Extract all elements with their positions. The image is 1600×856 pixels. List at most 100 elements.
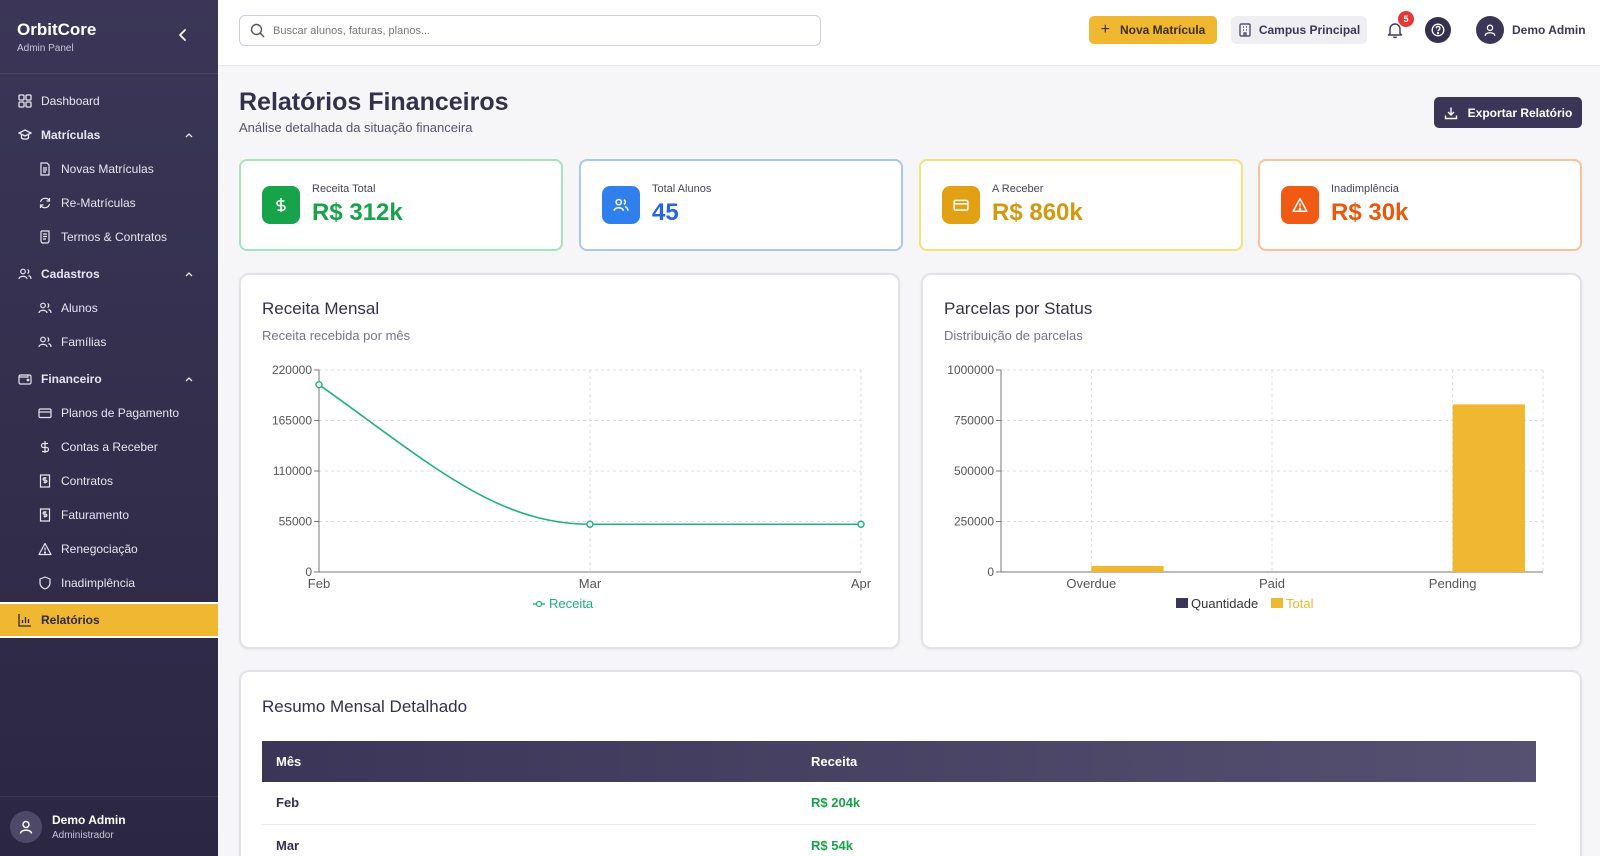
y-tick-label: 165000 bbox=[272, 414, 312, 428]
sidebar-item-label: Renegociação bbox=[61, 542, 138, 556]
table-row: Feb R$ 204k bbox=[262, 782, 1536, 825]
kpi-card-revenue: Receita Total R$ 312k bbox=[239, 159, 563, 251]
kpi-label: A Receber bbox=[992, 183, 1044, 195]
sidebar-item-familias[interactable]: Famílias bbox=[0, 325, 218, 359]
building-icon bbox=[1238, 23, 1259, 37]
status-chart-subtitle: Distribuição de parcelas bbox=[944, 328, 1083, 343]
receipt-icon bbox=[38, 508, 52, 522]
x-tick-label: Apr bbox=[851, 576, 872, 591]
sidebar-item-novas-matriculas[interactable]: Novas Matrículas bbox=[0, 152, 218, 186]
users-icon bbox=[602, 186, 640, 224]
revenue-line-chart: 0 55000 110000 165000 220000 Feb Mar Apr Receita bbox=[272, 363, 872, 611]
kpi-label: Inadimplência bbox=[1331, 183, 1399, 195]
kpi-value: R$ 312k bbox=[312, 199, 403, 226]
alert-triangle-icon bbox=[1281, 186, 1319, 224]
summary-title: Resumo Mensal Detalhado bbox=[262, 697, 468, 716]
search-box[interactable] bbox=[239, 15, 821, 46]
y-tick-label: 1000000 bbox=[947, 363, 994, 377]
bell-icon[interactable] bbox=[1386, 21, 1404, 39]
user-menu-name: Demo Admin bbox=[1512, 23, 1586, 37]
help-icon[interactable] bbox=[1425, 17, 1451, 43]
page-subtitle: Análise detalhada da situação financeira bbox=[239, 120, 473, 135]
sidebar-group-financeiro[interactable]: Financeiro bbox=[0, 362, 218, 396]
brand-subtitle: Admin Panel bbox=[17, 43, 74, 54]
cell-revenue: R$ 54k bbox=[797, 824, 1536, 856]
sidebar-item-label: Alunos bbox=[61, 301, 98, 315]
kpi-label: Total Alunos bbox=[652, 183, 712, 195]
sidebar-group-cadastros[interactable]: Cadastros bbox=[0, 257, 218, 291]
y-tick-label: 500000 bbox=[954, 464, 994, 478]
legend-swatch bbox=[1271, 598, 1283, 608]
dollar-icon bbox=[262, 186, 300, 224]
status-chart-card: Parcelas por Status Distribuição de parc… bbox=[921, 273, 1582, 649]
y-tick-label: 110000 bbox=[273, 464, 312, 478]
sidebar-item-label: Financeiro bbox=[41, 372, 102, 386]
x-tick-label: Overdue bbox=[1066, 576, 1116, 591]
data-point bbox=[857, 520, 865, 528]
data-point bbox=[315, 380, 323, 389]
sidebar-item-faturamento[interactable]: Faturamento bbox=[0, 498, 218, 532]
kpi-value: R$ 860k bbox=[992, 199, 1083, 226]
sidebar-item-dashboard[interactable]: Dashboard bbox=[0, 84, 218, 118]
sidebar-item-contratos[interactable]: Contratos bbox=[0, 464, 218, 498]
sidebar-item-label: Famílias bbox=[61, 335, 107, 349]
sidebar-item-relatorios[interactable]: Relatórios bbox=[0, 602, 218, 638]
grid-icon bbox=[18, 94, 32, 108]
search-input[interactable] bbox=[273, 24, 793, 37]
export-report-button[interactable]: Exportar Relatório bbox=[1434, 97, 1582, 128]
legend-label: Quantidade bbox=[1191, 596, 1258, 611]
y-tick-label: 220000 bbox=[272, 363, 312, 377]
user-menu[interactable]: Demo Admin bbox=[1476, 16, 1586, 44]
sidebar-item-label: Inadimplência bbox=[61, 576, 136, 590]
sidebar-item-label: Matrículas bbox=[41, 128, 101, 142]
sidebar-item-label: Planos de Pagamento bbox=[61, 406, 180, 420]
revenue-chart-subtitle: Receita recebida por mês bbox=[262, 328, 411, 343]
cell-month: Feb bbox=[262, 782, 797, 825]
new-enrollment-button[interactable]: + Nova Matrícula bbox=[1089, 16, 1217, 44]
users-icon bbox=[38, 301, 52, 315]
sidebar-item-label: Contas a Receber bbox=[61, 440, 158, 454]
status-bar-chart: 0 250000 500000 750000 1000000 Overdue Paid Pen… bbox=[947, 363, 1544, 611]
sidebar-item-re-matriculas[interactable]: Re-Matrículas bbox=[0, 186, 218, 220]
sidebar-group-matriculas[interactable]: Matrículas bbox=[0, 118, 218, 152]
sidebar-item-renegociacao[interactable]: Renegociação bbox=[0, 532, 218, 566]
plus-icon: + bbox=[1100, 21, 1110, 38]
data-point bbox=[586, 520, 594, 528]
status-chart-title: Parcelas por Status bbox=[944, 299, 1093, 318]
graduation-cap-icon bbox=[18, 128, 32, 142]
sidebar-user[interactable]: Demo Admin Administrador bbox=[0, 796, 218, 856]
x-tick-label: Pending bbox=[1429, 576, 1477, 591]
y-tick-label: 0 bbox=[987, 565, 994, 579]
cell-month: Mar bbox=[262, 824, 797, 856]
brand: OrbitCore Admin Panel bbox=[0, 0, 218, 74]
campus-selector-button[interactable]: Campus Principal bbox=[1231, 16, 1367, 44]
sidebar-item-label: Termos & Contratos bbox=[61, 230, 168, 244]
users-icon bbox=[38, 335, 52, 349]
kpi-label: Receita Total bbox=[312, 183, 376, 195]
brand-title: OrbitCore bbox=[17, 20, 97, 39]
sidebar-item-label: Dashboard bbox=[41, 94, 100, 108]
user-icon bbox=[10, 810, 42, 843]
table-header-row: Mês Receita bbox=[262, 741, 1536, 782]
sidebar-item-alunos[interactable]: Alunos bbox=[0, 291, 218, 325]
sidebar-item-termos-contratos[interactable]: Termos & Contratos bbox=[0, 220, 218, 254]
summary-card: Resumo Mensal Detalhado Mês Receita Feb … bbox=[239, 670, 1582, 856]
cell-revenue: R$ 204k bbox=[797, 782, 1536, 825]
bar-total bbox=[1091, 565, 1164, 572]
sidebar-item-contas-receber[interactable]: Contas a Receber bbox=[0, 430, 218, 464]
chevron-left-icon[interactable] bbox=[176, 26, 190, 44]
bar-total bbox=[1452, 404, 1525, 572]
bar-chart-icon bbox=[18, 613, 32, 627]
kpi-card-delinquency: Inadimplência R$ 30k bbox=[1258, 159, 1582, 251]
credit-card-icon bbox=[942, 186, 980, 224]
file-text-icon bbox=[38, 162, 52, 176]
sidebar-item-label: Relatórios bbox=[41, 613, 100, 627]
sidebar: OrbitCore Admin Panel Dashboard Matrícul… bbox=[0, 0, 218, 856]
notification-badge: 5 bbox=[1398, 11, 1414, 27]
receipt-icon bbox=[38, 474, 52, 488]
summary-table-wrap: Mês Receita Feb R$ 204k Mar R$ 54k bbox=[262, 741, 1536, 856]
sidebar-item-label: Cadastros bbox=[41, 267, 100, 281]
sidebar-item-inadimplencia[interactable]: Inadimplência bbox=[0, 566, 218, 600]
sidebar-item-planos-pagamento[interactable]: Planos de Pagamento bbox=[0, 396, 218, 430]
topbar: + Nova Matrícula Campus Principal 5 Demo… bbox=[218, 0, 1600, 66]
